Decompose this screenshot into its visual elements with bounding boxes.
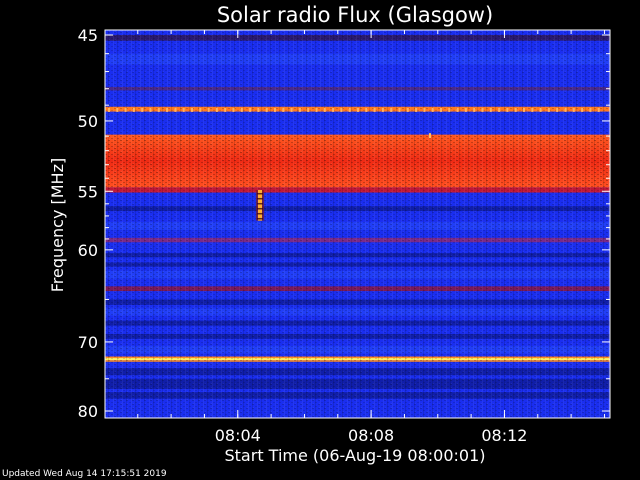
interference-dot [440, 107, 442, 112]
interference-dot [207, 107, 210, 112]
y-tick-label: 50 [78, 112, 98, 131]
interference-dot [597, 107, 600, 112]
interference-dot [373, 107, 376, 112]
interference-dot [415, 107, 418, 112]
interference-dot [539, 107, 542, 112]
x-tick-label: 08:04 [215, 426, 261, 445]
interference-dot [108, 107, 110, 112]
interference-dot [523, 107, 525, 112]
interference-dot [249, 107, 252, 112]
interference-dot [282, 107, 285, 112]
interference-dot [232, 107, 235, 112]
interference-dot [215, 107, 218, 112]
interference-dot [315, 107, 318, 112]
interference-dot [365, 107, 368, 112]
interference-dot [323, 107, 326, 112]
interference-dot [381, 107, 384, 112]
interference-dot [581, 107, 584, 112]
x-tick-label: 08:12 [481, 426, 527, 445]
interference-dot [448, 107, 451, 112]
interference-dot [340, 107, 343, 112]
burst-stripe [257, 202, 263, 205]
interference-dot [265, 107, 268, 112]
interference-dot [390, 107, 393, 112]
interference-dot [257, 107, 260, 112]
burst-stripe [257, 197, 263, 200]
interference-dot [456, 107, 459, 112]
stripe-texture [105, 30, 610, 418]
interference-dot [141, 107, 144, 112]
interference-dot [332, 107, 335, 112]
interference-dot [132, 107, 135, 112]
interference-dot [149, 107, 152, 112]
burst-stripe [257, 217, 263, 220]
interference-dot [298, 107, 301, 112]
interference-dot [290, 107, 293, 112]
updated-timestamp: Updated Wed Aug 14 17:15:51 2019 [2, 469, 167, 479]
x-axis-label: Start Time (06-Aug-19 08:00:01) [225, 446, 486, 465]
radio-burst [258, 189, 262, 221]
interference-dot [224, 107, 227, 112]
interference-dot [564, 107, 567, 112]
interference-dot [556, 107, 559, 112]
interference-dot [431, 107, 434, 112]
interference-dot [157, 107, 160, 112]
interference-dot [307, 107, 310, 112]
y-tick-label: 55 [78, 182, 98, 201]
interference-dot [116, 107, 119, 112]
interference-dot [429, 133, 431, 139]
plot-frame [104, 29, 611, 419]
burst-stripe [257, 207, 263, 210]
interference-dot [166, 107, 169, 112]
interference-dot [473, 107, 476, 112]
interference-dot [274, 107, 276, 112]
interference-dot [199, 107, 202, 112]
interference-dot [514, 107, 517, 112]
interference-dot [589, 107, 592, 112]
chart-title: Solar radio Flux (Glasgow) [217, 3, 493, 27]
interference-dot [174, 107, 177, 112]
interference-dot [124, 107, 127, 112]
y-axis-label: Frequency [MHz] [48, 158, 67, 292]
plot-area [104, 29, 611, 419]
y-tick-label: 70 [78, 333, 98, 352]
interference-dot [464, 107, 467, 112]
y-tick-label: 45 [78, 26, 98, 45]
interference-dot [423, 107, 426, 112]
y-tick-label: 60 [78, 241, 98, 260]
interference-dot [489, 107, 492, 112]
interference-dot [191, 107, 193, 112]
interference-dot [357, 107, 359, 112]
interference-dot [498, 107, 501, 112]
burst-stripe [257, 192, 263, 195]
interference-dot [406, 107, 409, 112]
y-tick-label: 80 [78, 402, 98, 421]
interference-dot [506, 107, 509, 112]
interference-dot [398, 107, 401, 112]
interference-dot [240, 107, 243, 112]
interference-dot [348, 107, 351, 112]
interference-dot [531, 107, 534, 112]
interference-dot [572, 107, 575, 112]
x-tick-label: 08:08 [348, 426, 394, 445]
interference-dot [182, 107, 185, 112]
interference-dot [481, 107, 484, 112]
interference-dot [547, 107, 550, 112]
burst-stripe [257, 212, 263, 215]
